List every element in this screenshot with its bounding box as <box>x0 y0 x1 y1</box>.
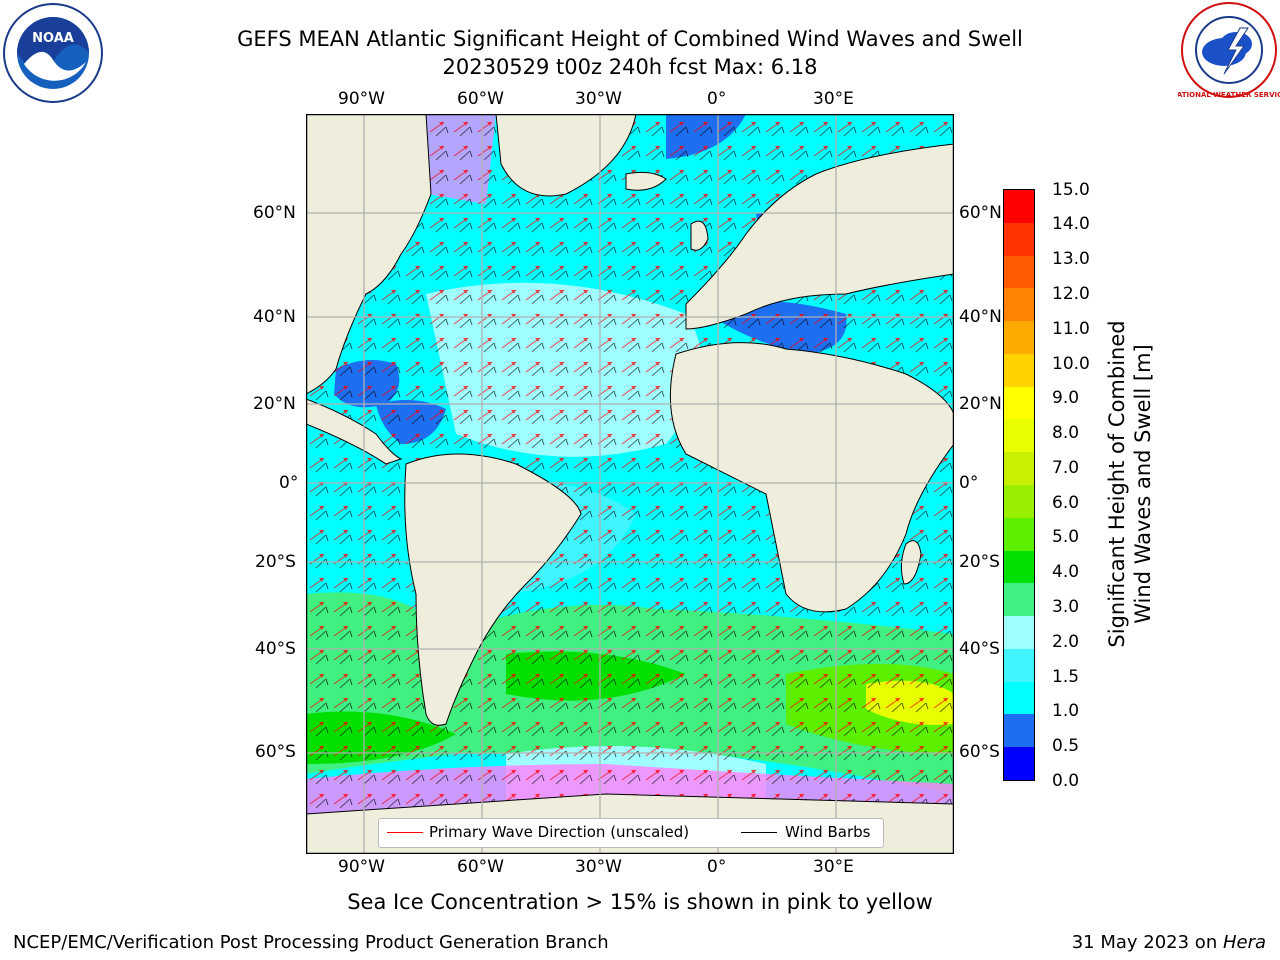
colorbar-label-line2: Wind Waves and Swell [m] <box>1131 344 1155 624</box>
colorbar-tick: 0.0 <box>1052 771 1080 791</box>
wave-height-map <box>306 114 954 854</box>
wave-direction-legend-label: Primary Wave Direction (unscaled) <box>429 823 690 841</box>
lat-label-left-20s: 20°S <box>255 552 296 572</box>
wind-barb-legend-line <box>741 832 777 833</box>
colorbar-tick: 15.0 <box>1052 180 1090 200</box>
lon-label-bottom-60w: 60°W <box>457 857 504 877</box>
lat-label-left-40s: 40°S <box>255 639 296 659</box>
footer-date: 31 May 2023 on Hera <box>1072 932 1266 953</box>
colorbar-tick: 7.0 <box>1052 458 1080 478</box>
colorbar-tick: 9.0 <box>1052 388 1080 408</box>
chart-subtitle: 20230529 t00z 240h fcst Max: 6.18 <box>442 55 818 79</box>
lon-label-bottom-90w: 90°W <box>338 857 385 877</box>
lon-label-bottom-0: 0° <box>707 857 727 877</box>
wind-barb-legend-label: Wind Barbs <box>785 823 871 841</box>
colorbar-tick: 13.0 <box>1052 249 1090 269</box>
colorbar-tick: 0.5 <box>1052 736 1080 756</box>
colorbar-tick: 12.0 <box>1052 284 1090 304</box>
lat-label-right-0: 0° <box>959 473 979 493</box>
lat-label-left-60n: 60°N <box>253 203 296 223</box>
colorbar-tick: 4.0 <box>1052 562 1080 582</box>
lon-label-bottom-30w: 30°W <box>575 857 622 877</box>
colorbar-tick: 10.0 <box>1052 354 1090 374</box>
nws-logo: NATIONAL WEATHER SERVICE <box>1178 2 1280 99</box>
lat-label-right-60s: 60°S <box>959 742 1000 762</box>
lon-label-top-90w: 90°W <box>338 89 385 109</box>
sea-ice-note: Sea Ice Concentration > 15% is shown in … <box>347 890 933 914</box>
colorbar-label-line1: Significant Height of Combined <box>1105 320 1129 648</box>
colorbar-tick: 3.0 <box>1052 597 1080 617</box>
lat-label-right-60n: 60°N <box>959 203 1002 223</box>
lat-label-left-40n: 40°N <box>253 307 296 327</box>
colorbar-tick: 6.0 <box>1052 493 1080 513</box>
colorbar-tick: 11.0 <box>1052 319 1090 339</box>
wave-direction-legend-line <box>387 832 423 833</box>
colorbar-tick: 1.0 <box>1052 701 1080 721</box>
lon-label-top-30e: 30°E <box>813 89 854 109</box>
map-gridlines <box>306 114 954 854</box>
footer-date-text: 31 May 2023 on <box>1071 932 1223 953</box>
footer-branch: NCEP/EMC/Verification Post Processing Pr… <box>13 932 609 953</box>
colorbar <box>1003 189 1035 781</box>
colorbar-tick: 14.0 <box>1052 214 1090 234</box>
footer-machine: Hera <box>1222 932 1266 953</box>
lat-label-left-20n: 20°N <box>253 394 296 414</box>
chart-title: GEFS MEAN Atlantic Significant Height of… <box>237 27 1023 51</box>
lat-label-right-20n: 20°N <box>959 394 1002 414</box>
colorbar-tick: 1.5 <box>1052 667 1080 687</box>
lat-label-right-20s: 20°S <box>959 552 1000 572</box>
lat-label-left-60s: 60°S <box>255 742 296 762</box>
lon-label-bottom-30e: 30°E <box>813 857 854 877</box>
noaa-logo-text: NOAA <box>32 31 74 46</box>
lon-label-top-30w: 30°W <box>575 89 622 109</box>
lon-label-top-0: 0° <box>707 89 727 109</box>
colorbar-tick: 8.0 <box>1052 423 1080 443</box>
nws-logo-text: NATIONAL WEATHER SERVICE <box>1178 91 1280 99</box>
lat-label-right-40n: 40°N <box>959 307 1002 327</box>
lat-label-left-0: 0° <box>279 473 299 493</box>
colorbar-tick: 5.0 <box>1052 527 1080 547</box>
map-frame <box>306 114 954 854</box>
lon-label-top-60w: 60°W <box>457 89 504 109</box>
map-legend: Primary Wave Direction (unscaled) Wind B… <box>378 818 884 848</box>
colorbar-tick: 2.0 <box>1052 632 1080 652</box>
lat-label-right-40s: 40°S <box>959 639 1000 659</box>
noaa-logo: NOAA <box>3 3 103 103</box>
